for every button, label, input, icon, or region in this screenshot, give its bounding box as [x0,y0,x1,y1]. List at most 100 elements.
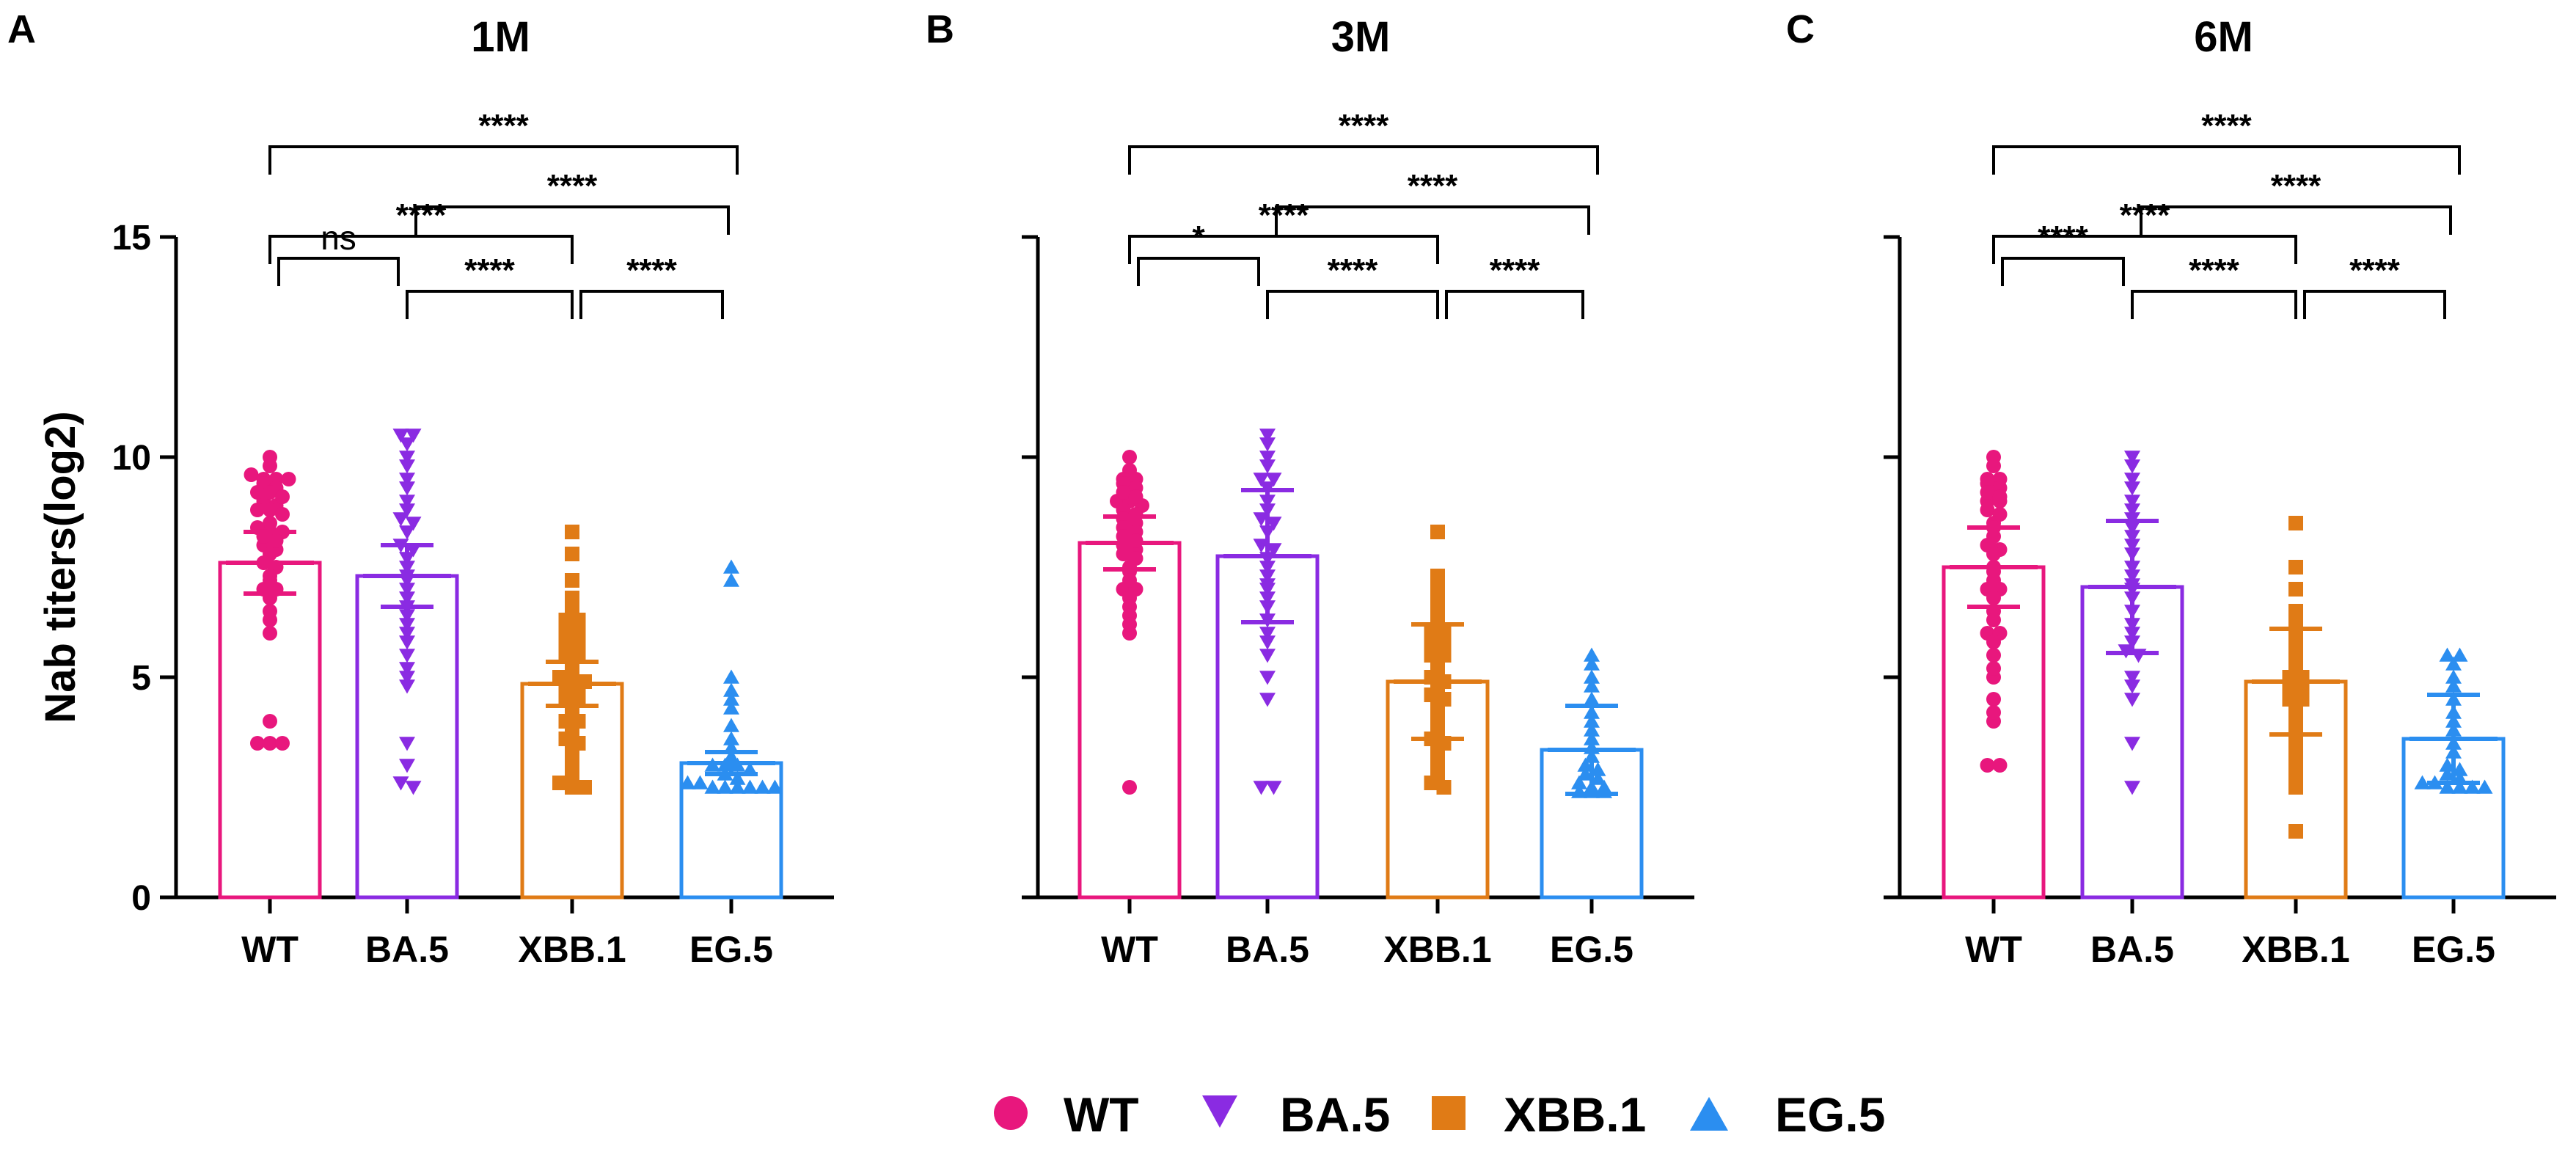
data-point [723,559,739,574]
data-point [1986,705,2001,720]
data-point [1116,547,1131,561]
data-point [2124,495,2140,509]
data-point [558,613,574,627]
data-point [754,779,771,794]
data-point [1128,489,1144,504]
data-point [1986,613,2001,627]
bracket-line [2303,290,2446,319]
data-point [1584,691,1600,706]
data-point [2288,780,2303,795]
bracket-line [1128,145,1599,175]
legend-item-eg5: EG.5 [1690,1087,1885,1142]
legend-label-wt: WT [1064,1087,1139,1142]
data-point [1584,678,1600,693]
panel-a: A 1M 0 5 10 15 Nab titers(log2) WT BA.5 XBB.1 EG.5… [7,7,834,970]
data-point [263,714,277,729]
y-axis-label: Nab titers(log2) [37,411,84,723]
data-point [2124,679,2140,694]
significance-bracket: **** [268,108,739,175]
significance-label: **** [2271,168,2321,204]
data-point [1253,781,1270,795]
group-ba5: BA.5 [2080,451,2184,970]
x-tick-label: EG.5 [1550,929,1633,970]
data-point [1430,749,1445,764]
data-point [1259,635,1276,650]
legend-label-xbb1: XBB.1 [1504,1087,1646,1142]
data-point [1122,617,1137,632]
data-point [399,662,415,676]
data-point [405,428,422,443]
data-point [2124,671,2140,685]
data-point [392,776,409,791]
significance-bracket: **** [268,197,574,264]
significance-bracket: **** [1128,197,1439,264]
data-point [723,718,739,732]
bracket-line [579,290,724,319]
bracket-line [1992,145,2461,175]
data-point [2124,481,2140,496]
data-point [1992,489,2008,504]
significance-label: **** [2201,108,2252,144]
bracket-line [277,257,400,286]
group-xbb1: XBB.1 [2242,516,2350,970]
significance-label: **** [464,252,515,288]
data-point [766,779,783,794]
data-point [2451,779,2468,794]
data-point [399,437,415,452]
significance-bracket: ns [277,219,400,286]
data-point [1116,485,1131,500]
data-point [2288,749,2303,764]
significance-bracket: **** [1992,108,2461,175]
data-point [2476,779,2493,794]
data-point [2445,656,2462,671]
legend: WT BA.5 XBB.1 EG.5 [994,1087,1885,1142]
data-point [1259,693,1276,707]
significance-label: **** [1339,108,1389,144]
significance-bracket: **** [2001,219,2125,286]
significance-label: **** [478,108,529,144]
panel-label: A [7,7,36,51]
data-point [723,682,739,697]
data-point [552,776,567,790]
group-eg5: EG.5 [2401,647,2506,970]
data-point [1980,485,1995,500]
data-point [1259,671,1276,685]
significance-bracket: **** [1128,108,1599,175]
significance-label: **** [2189,252,2239,288]
significance-bracket: **** [406,252,574,319]
data-point [1986,635,2001,649]
data-point [2439,647,2456,662]
data-point [1259,627,1276,641]
data-point [399,627,415,641]
data-point [679,775,696,789]
bracket-line [268,145,739,175]
bracket-line [2140,205,2452,235]
data-point [565,573,579,588]
data-point [1436,626,1452,641]
data-point [723,731,739,745]
x-tick-label: WT [1965,929,2022,970]
data-point [1424,776,1439,790]
data-point [399,609,415,624]
data-point [571,613,586,627]
data-point [263,613,277,627]
data-point [1253,473,1270,487]
data-point [565,547,579,561]
bracket-line [1137,257,1260,286]
data-point [1259,459,1276,474]
data-point [2124,781,2140,795]
data-point [2451,647,2468,662]
significance-label: **** [626,252,677,288]
data-point [1584,656,1600,671]
significance-label: **** [2038,219,2088,255]
data-point [399,671,415,685]
data-point [1992,758,2008,773]
data-point [2464,779,2481,794]
data-point [268,533,284,548]
data-point [1122,450,1137,464]
x-tick-label: XBB.1 [518,929,626,970]
data-point [405,517,422,531]
data-point [2124,473,2140,487]
data-point [275,489,290,504]
significance-label: **** [396,197,447,233]
